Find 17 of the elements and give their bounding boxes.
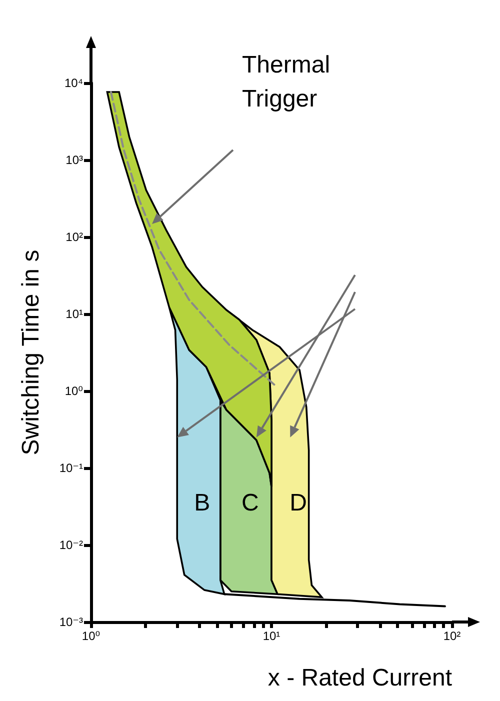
- series-label: D: [290, 490, 307, 517]
- x-tick-label: 10²: [443, 629, 461, 643]
- y-tick-label: 10⁴: [64, 76, 83, 90]
- series-label: B: [194, 490, 210, 517]
- y-tick-label: 10³: [66, 153, 84, 167]
- y-tick-label: 10⁻¹: [59, 461, 83, 475]
- annotation: Thermal Trigger: [242, 52, 337, 112]
- y-axis-title: Switching Time in s: [18, 250, 44, 456]
- y-tick-label: 10⁰: [64, 384, 84, 398]
- y-tick-label: 10²: [66, 230, 84, 244]
- y-tick-label: 10¹: [66, 307, 84, 321]
- y-tick-label: 10⁻²: [59, 538, 83, 552]
- series-label: C: [242, 490, 259, 517]
- x-axis-title: x - Rated Current: [268, 664, 452, 692]
- y-tick-label: 10⁻³: [59, 615, 83, 629]
- x-tick-label: 10⁰: [82, 629, 100, 643]
- x-tick-label: 10¹: [262, 629, 280, 643]
